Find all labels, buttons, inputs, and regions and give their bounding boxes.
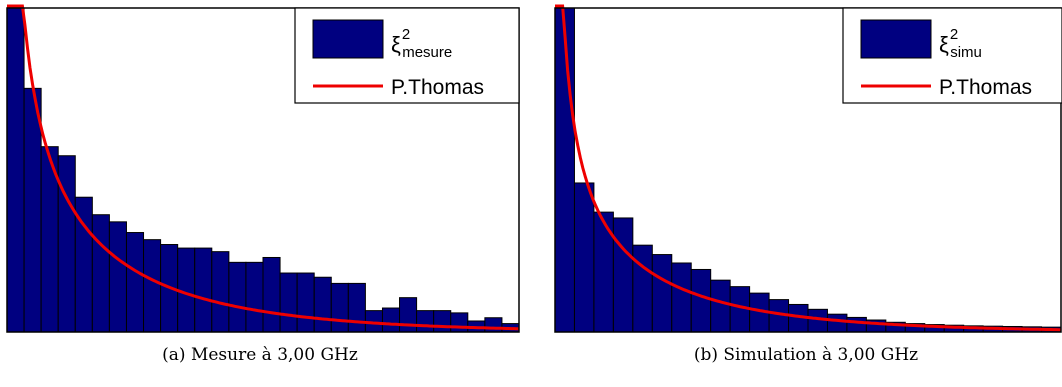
plot-border [6,7,520,333]
bar-mesure-21 [347,282,366,333]
bar-mesure-16 [262,256,281,333]
bar-mesure-1 [6,7,25,333]
chart-panel-simulation: ξ2 simu P.Thomas [546,0,1062,335]
legend-entry-pthomas: P.Thomas [391,76,484,99]
bar-simu-8 [690,268,712,333]
bar-simu-5 [632,244,653,333]
bar-simu-7 [671,262,692,333]
bar-mesure-2 [23,87,42,333]
porter-thomas-curve-mesure [7,4,520,331]
legend-entry-simu: ξ2 simu [939,26,982,61]
bar-mesure-14 [228,261,247,333]
bar-mesure-9 [143,239,162,333]
bar-mesure-20 [330,282,349,333]
bar-simu-6 [651,254,673,333]
bar-mesure-23 [381,307,401,333]
legend-symbol: ξ [391,32,401,57]
legend-subscript: mesure [402,44,452,61]
legend-symbol: ξ [939,32,949,57]
caption-simulation: (b) Simulation à 3,00 GHz [693,345,919,365]
chart-panel-mesure: ξ2 mesure P.Thomas [0,0,525,335]
bar-mesure-8 [125,232,145,333]
legend-superscript: 2 [402,26,410,43]
legend-superscript: 2 [950,26,958,43]
bar-simu-15 [826,313,848,333]
caption-mesure: (a) Mesure à 3,00 GHz [162,345,358,365]
bar-mesure-4 [57,155,76,333]
bar-mesure-26 [433,310,452,333]
legend-bar-swatch [312,19,384,59]
bar-mesure-17 [279,272,298,333]
porter-thomas-curve-simu [555,4,1061,332]
bar-mesure-6 [91,214,110,333]
bar-mesure-27 [450,312,469,333]
plot-border [554,7,1062,333]
legend-bar-swatch [860,19,932,59]
bar-mesure-19 [313,276,332,333]
bar-simu-1 [554,7,575,333]
bar-simu-4 [612,217,634,333]
bar-simu-9 [710,279,731,333]
legend-subscript: simu [950,44,982,61]
bar-mesure-25 [416,310,435,333]
legend-entry-mesure: ξ2 mesure [391,26,452,61]
histogram-mesure: ξ2 mesure P.Thomas [6,4,520,333]
bar-simu-16 [846,316,867,333]
bar-mesure-15 [245,261,264,333]
bar-mesure-18 [296,272,315,333]
histogram-simulation: ξ2 simu P.Thomas [554,4,1062,333]
bar-mesure-24 [399,297,418,333]
bar-mesure-13 [211,251,230,333]
legend-entry-pthomas: P.Thomas [939,76,1032,99]
bar-simu-2 [573,182,595,333]
bar-mesure-12 [194,247,213,333]
bar-mesure-29 [484,317,503,333]
bar-mesure-7 [108,221,127,333]
